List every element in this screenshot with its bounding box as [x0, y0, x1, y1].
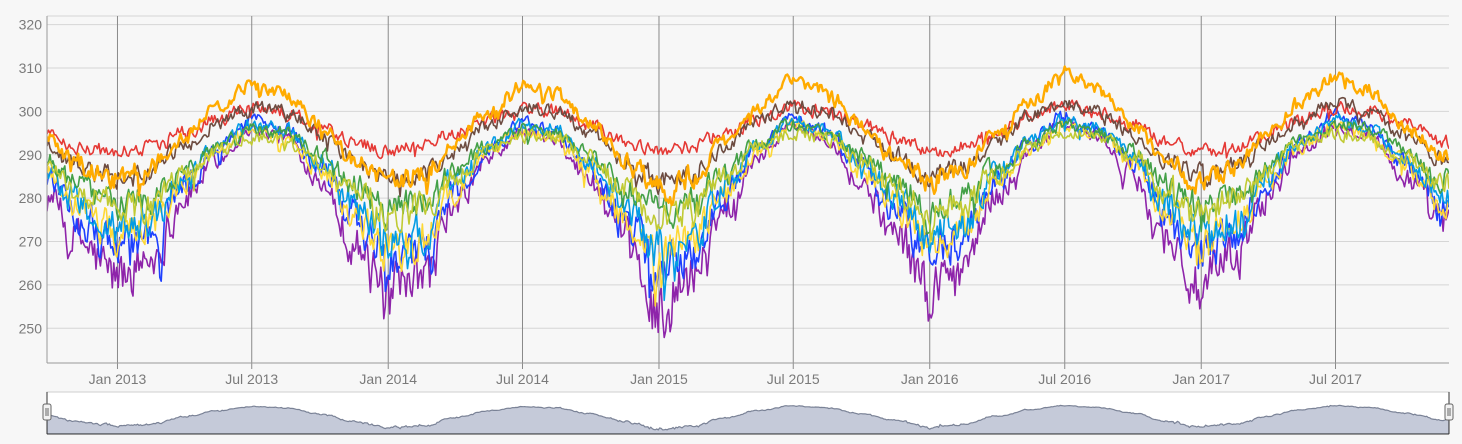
grid — [47, 15, 1449, 369]
series-line — [47, 65, 1449, 207]
navigator-series — [47, 404, 1449, 434]
x-tick-label: Jan 2013 — [89, 371, 147, 387]
x-tick-label: Jul 2014 — [496, 371, 549, 387]
x-tick-label: Jan 2015 — [630, 371, 688, 387]
x-tick-label: Jul 2017 — [1309, 371, 1362, 387]
navigator-left-handle[interactable] — [42, 403, 52, 421]
y-tick-label: 250 — [19, 320, 43, 336]
navigator-right-handle-grip[interactable] — [1444, 403, 1454, 421]
x-tick-label: Jul 2016 — [1038, 371, 1091, 387]
navigator[interactable] — [42, 391, 1454, 435]
y-tick-label: 270 — [19, 234, 43, 250]
series-line — [47, 99, 1449, 160]
navigator-right-handle[interactable] — [1444, 403, 1454, 421]
x-tick-label: Jul 2013 — [225, 371, 278, 387]
y-tick-label: 300 — [19, 103, 43, 119]
y-tick-label: 310 — [19, 60, 43, 76]
series-line — [47, 127, 1449, 241]
x-tick-label: Jan 2017 — [1172, 371, 1230, 387]
y-tick-label: 260 — [19, 277, 43, 293]
x-tick-label: Jan 2014 — [359, 371, 417, 387]
plot-area — [47, 65, 1449, 339]
axes: 250 260 270 280 290 300 310 320 Jan 2013 Jul 2013… — [19, 16, 1449, 387]
y-tick-label: 290 — [19, 147, 43, 163]
x-tick-label: Jan 2016 — [901, 371, 959, 387]
navigator-left-handle-grip[interactable] — [42, 403, 52, 421]
x-tick-label: Jul 2015 — [767, 371, 820, 387]
y-tick-label: 320 — [19, 17, 43, 33]
y-tick-label: 280 — [19, 190, 43, 206]
